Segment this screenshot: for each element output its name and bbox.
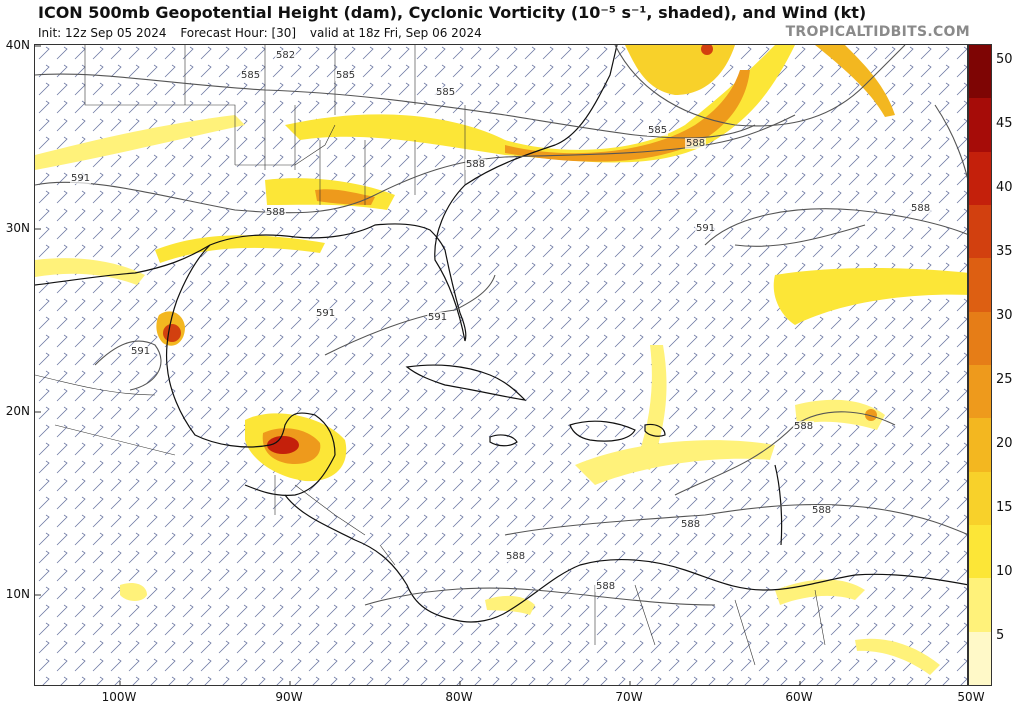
lat-label-10n: 10N — [5, 587, 30, 601]
contour-label: 588 — [505, 551, 527, 562]
colorbar-tick-40: 40 — [996, 180, 1013, 195]
contour-label: 585 — [435, 87, 457, 98]
colorbar-tick-25: 25 — [996, 372, 1013, 387]
colorbar-swatch — [969, 364, 991, 419]
lon-label-50w: 50W — [957, 690, 985, 704]
colorbar-swatch — [969, 578, 991, 632]
colorbar-tick-20: 20 — [996, 436, 1013, 451]
contour-label: 588 — [465, 159, 487, 170]
colorbar-tick-50: 50 — [996, 52, 1013, 67]
contour-label: 591 — [695, 223, 717, 234]
colorbar-swatch — [969, 98, 991, 152]
contour-label: 582 — [275, 50, 297, 61]
lon-label-70w: 70W — [615, 690, 643, 704]
colorbar-tick-15: 15 — [996, 500, 1013, 515]
contour-label: 588 — [910, 203, 932, 214]
colorbar-swatch — [969, 418, 991, 472]
forecast-hour: Forecast Hour: [30] — [180, 26, 297, 40]
valid-time: valid at 18z Fri, Sep 06 2024 — [309, 26, 482, 40]
colorbar-swatch — [969, 631, 991, 685]
lat-label-20n: 20N — [5, 404, 30, 418]
lon-label-80w: 80W — [445, 690, 473, 704]
colorbar-tick-35: 35 — [996, 244, 1013, 259]
lat-label-40n: 40N — [5, 38, 30, 52]
chart-title: ICON 500mb Geopotential Height (dam), Cy… — [38, 3, 867, 22]
contour-label: 591 — [427, 312, 449, 323]
colorbar-tick-10: 10 — [996, 564, 1013, 579]
contour-label: 585 — [335, 70, 357, 81]
map-svg — [35, 45, 967, 685]
contour-label: 588 — [685, 138, 707, 149]
colorbar-swatch — [969, 311, 991, 365]
init-time: Init: 12z Sep 05 2024 — [38, 26, 167, 40]
contour-label: 585 — [240, 70, 262, 81]
colorbar — [968, 44, 992, 686]
contour-label: 591 — [130, 346, 152, 357]
contour-label: 591 — [70, 173, 92, 184]
contour-label: 588 — [595, 581, 617, 592]
contour-label: 588 — [680, 519, 702, 530]
grid-ticks — [35, 45, 801, 685]
contour-label: 591 — [315, 308, 337, 319]
colorbar-swatch — [969, 258, 991, 312]
map-panel: 582 585 585 585 585 588 588 588 591 591 591 591 591 5… — [34, 44, 968, 686]
coastlines — [35, 45, 967, 623]
contour-label: 588 — [265, 207, 287, 218]
height-contours — [35, 45, 967, 606]
colorbar-tick-45: 45 — [996, 116, 1013, 131]
contour-label: 588 — [811, 505, 833, 516]
site-brand: TROPICALTIDBITS.COM — [785, 24, 970, 40]
colorbar-swatch — [969, 471, 991, 525]
contour-label: 585 — [647, 125, 669, 136]
run-info: Init: 12z Sep 05 2024 Forecast Hour: [30… — [38, 26, 492, 40]
colorbar-tick-30: 30 — [996, 308, 1013, 323]
lon-label-100w: 100W — [101, 690, 137, 704]
colorbar-tick-5: 5 — [996, 628, 1005, 643]
colorbar-swatch — [969, 204, 991, 259]
colorbar-swatch — [969, 45, 991, 99]
lon-label-90w: 90W — [275, 690, 303, 704]
colorbar-swatch — [969, 151, 991, 205]
colorbar-swatch — [969, 524, 991, 579]
lon-label-60w: 60W — [785, 690, 813, 704]
contour-label: 588 — [793, 421, 815, 432]
lat-label-30n: 30N — [5, 221, 30, 235]
